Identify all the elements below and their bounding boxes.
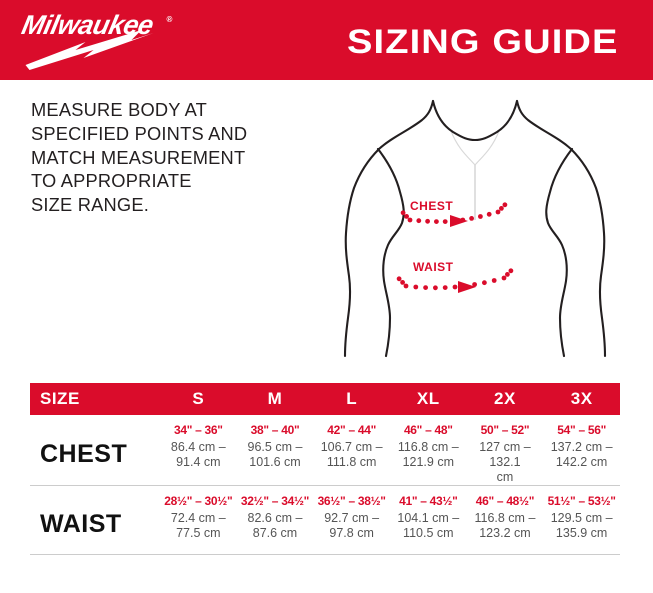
svg-text:CHEST: CHEST — [410, 199, 453, 213]
svg-text:®: ® — [167, 15, 173, 24]
svg-text:WAIST: WAIST — [413, 260, 454, 274]
